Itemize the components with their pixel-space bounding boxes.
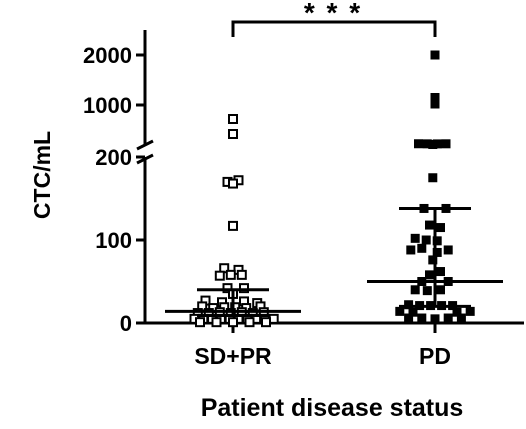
data-point <box>228 114 238 124</box>
y-axis-label: CTC/mL <box>29 131 55 219</box>
x-category-labels: SD+PR PD <box>194 343 451 369</box>
data-point <box>236 269 247 280</box>
summary-lines <box>165 206 503 318</box>
y-tick-label: 100 <box>95 228 132 253</box>
data-point <box>225 269 236 280</box>
data-point <box>430 99 440 109</box>
data-point <box>432 236 442 246</box>
significance-bracket-line <box>231 20 437 37</box>
data-point <box>443 313 453 323</box>
data-point <box>222 283 233 294</box>
data-point <box>404 300 414 310</box>
y-tick-label: 0 <box>120 311 132 336</box>
data-point <box>430 93 440 102</box>
data-point <box>244 317 255 328</box>
data-point <box>425 220 434 230</box>
data-point <box>195 317 205 328</box>
x-category-label: PD <box>419 343 451 369</box>
data-point <box>441 139 451 149</box>
data-point <box>456 313 466 323</box>
data-point <box>422 286 432 296</box>
data-point <box>436 223 445 233</box>
data-point <box>422 139 432 149</box>
data-point <box>214 270 225 281</box>
data-point <box>421 235 431 245</box>
data-point <box>395 306 405 316</box>
data-point <box>430 50 440 60</box>
y-tick-label: 200 <box>95 145 132 170</box>
y-tick-labels: 0 100 200 1000 2000 <box>83 43 132 336</box>
data-point <box>228 317 238 328</box>
data-points <box>189 50 475 328</box>
data-point <box>228 129 238 139</box>
significance-label: * * * <box>304 0 362 28</box>
data-point <box>465 306 475 316</box>
data-point <box>428 173 438 183</box>
data-point <box>432 247 442 257</box>
data-point <box>452 307 462 317</box>
data-point <box>430 314 440 324</box>
data-point <box>228 178 238 189</box>
y-tick-label: 1000 <box>83 93 132 118</box>
data-point <box>406 245 416 255</box>
data-point <box>428 255 438 265</box>
data-point <box>410 285 420 295</box>
data-point <box>443 245 453 255</box>
data-point <box>428 140 438 149</box>
data-point <box>261 317 271 328</box>
data-point <box>211 317 222 328</box>
data-point <box>404 313 414 323</box>
data-point <box>417 313 427 323</box>
data-point <box>228 220 238 231</box>
data-point <box>410 233 420 243</box>
x-category-label: SD+PR <box>194 343 272 369</box>
data-point <box>408 307 418 317</box>
data-point <box>425 270 434 280</box>
y-tick-label: 2000 <box>83 43 132 68</box>
axis-break-mark <box>136 139 154 151</box>
data-point <box>239 283 249 294</box>
x-axis-label: Patient disease status <box>201 394 464 422</box>
axes <box>136 30 524 333</box>
data-point <box>436 285 445 295</box>
data-point <box>436 267 445 277</box>
data-point <box>417 243 427 253</box>
significance-bracket <box>231 20 437 37</box>
axis-break-mark <box>136 153 154 165</box>
data-point <box>414 139 423 149</box>
